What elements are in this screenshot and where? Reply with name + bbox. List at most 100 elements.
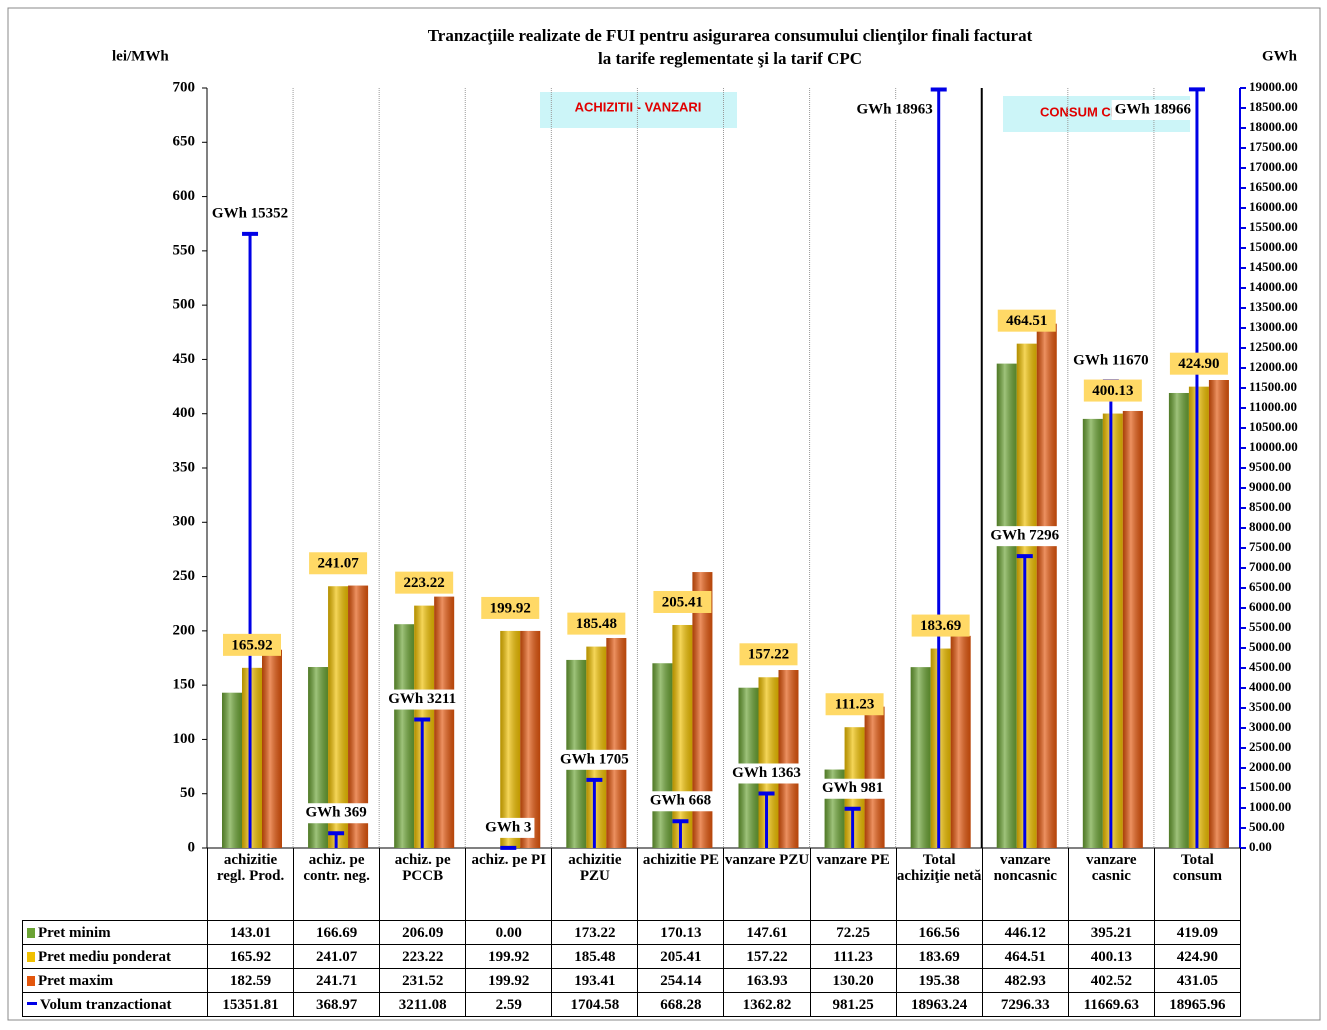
data-label-box [739,643,798,666]
legend-label: Pret mediu ponderat [38,948,172,965]
y-tick-label: 100 [173,731,196,747]
bar-shine [652,663,673,848]
table-cell: 15351.81 [206,992,295,1017]
data-label: 199.92 [490,600,531,616]
table-cell: 182.59 [206,968,295,993]
legend-label: Volum tranzactionat [40,996,172,1013]
table-cell: 185.48 [551,944,639,969]
y2-tick-label: 16500.00 [1249,179,1298,194]
table-cell: 193.41 [551,968,639,993]
bar-shine [950,635,971,848]
table-cell: 1704.58 [551,992,639,1017]
y2-tick-label: 2500.00 [1249,739,1291,754]
y-tick-label: 300 [173,514,196,530]
data-label-box [997,309,1056,332]
volume-label: GWh 668 [650,793,711,809]
table-cell: 231.52 [379,968,467,993]
table-cell: 431.05 [1153,968,1241,993]
bar-shine [586,646,607,848]
table-cell: 166.56 [895,920,983,945]
x-tick-label: vanzare noncasnic [981,848,1069,921]
y2-tick-label: 3500.00 [1249,699,1291,714]
volume-label-box [208,203,292,224]
y2-tick-label: 2000.00 [1249,759,1291,774]
x-tick-label: achiz. pe PCCB [379,848,467,921]
table-cell: 199.92 [465,944,553,969]
bar-shine [778,670,799,848]
table-cell: 157.22 [723,944,811,969]
data-label-box [567,612,626,635]
y2-tick-label: 4000.00 [1249,679,1291,694]
y-tick-label: 200 [173,622,196,638]
bar-shine [758,677,779,848]
bar-shine [308,667,329,848]
y2-axis-label: GWh [1262,48,1298,64]
y2-tick-label: 12000.00 [1249,359,1298,374]
legend-cell: Pret minim [22,920,208,945]
y2-tick-label: 7000.00 [1249,559,1291,574]
bar-shine [864,706,885,848]
y-tick-label: 700 [173,79,196,95]
corner-cell [23,848,208,921]
table-cell: 464.51 [981,944,1069,969]
table-cell: 173.22 [551,920,639,945]
y-tick-label: 50 [180,785,195,801]
bar-shine [692,572,713,848]
data-row: Pret mediu ponderat 165.92 241.07 223.22 199… [22,944,1241,969]
bar-shine [672,624,693,848]
bar-shine [222,692,242,848]
y2-tick-label: 9500.00 [1249,459,1291,474]
legend-marker [27,975,35,986]
volume-label-box [818,778,887,799]
x-tick-label: vanzare PE [809,848,897,921]
bar-shine [1188,386,1209,848]
table-cell: 183.69 [895,944,983,969]
x-tick-label: achizitie PE [637,848,725,921]
annotation-box [540,92,737,128]
data-label-box [1083,379,1142,402]
table-cell: 147.61 [723,920,811,945]
volume-label: GWh 11670 [1073,353,1148,369]
bar-shine [1168,392,1189,848]
data-label: 183.69 [920,618,961,634]
data-label-box [309,552,368,575]
y2-tick-label: 10000.00 [1249,439,1298,454]
data-label-box [1169,352,1228,375]
y-tick-label: 450 [173,351,196,367]
volume-label: GWh 18966 [1115,101,1192,117]
volume-label-box [385,689,460,710]
y2-tick-label: 6500.00 [1249,579,1291,594]
bar-shine [1016,343,1037,848]
bar-shine [1082,418,1103,848]
volume-label-box [729,763,804,784]
table-cell: 254.14 [637,968,725,993]
bar-shine [910,667,931,848]
legend-marker [27,951,35,962]
x-tick-label: vanzare PZU [723,848,811,921]
data-label: 111.23 [835,697,875,713]
data-label: 241.07 [317,556,359,572]
volume-label-box [482,817,535,838]
y-tick-label: 500 [173,297,196,313]
y-tick-label: 350 [173,459,196,475]
table-cell: 981.25 [809,992,897,1017]
y2-tick-label: 12500.00 [1249,339,1298,354]
table-cell: 72.25 [809,920,897,945]
y2-tick-label: 17500.00 [1249,139,1298,154]
legend-cell: Pret mediu ponderat [22,944,208,969]
bar-shine [348,585,369,848]
x-tick-label: achiz. pe contr. neg. [293,848,381,921]
legend-label: Pret minim [38,924,111,941]
table-cell: 199.92 [465,968,553,993]
bar-shine [1122,410,1143,848]
table-cell: 205.41 [637,944,725,969]
table-cell: 0.00 [465,920,553,945]
table-cell: 143.01 [206,920,295,945]
data-label-box [223,633,281,656]
volume-label: GWh 1705 [560,751,629,767]
table-cell: 419.09 [1153,920,1241,945]
x-tick-label: achizitie regl. Prod. [206,848,295,921]
table-cell: 400.13 [1067,944,1155,969]
table-cell: 170.13 [637,920,725,945]
